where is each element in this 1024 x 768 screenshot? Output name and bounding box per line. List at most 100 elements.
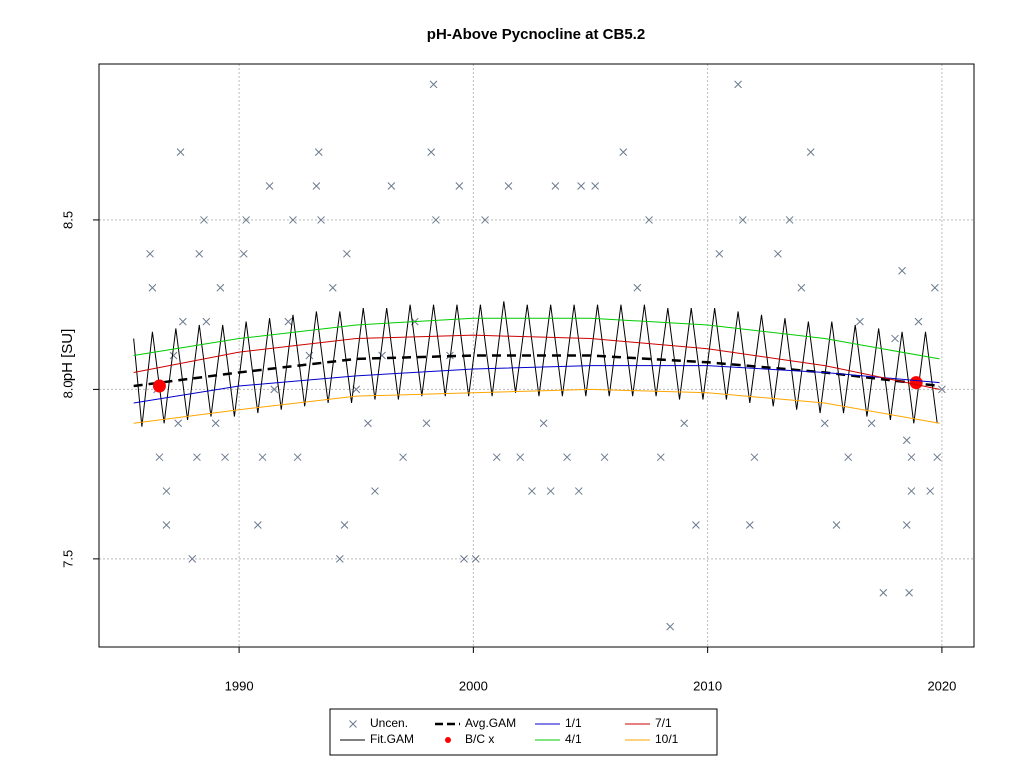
bc-point (152, 379, 166, 393)
x-tick-label: 2020 (927, 678, 956, 693)
point (785, 216, 794, 224)
point (528, 487, 536, 495)
point (188, 555, 197, 563)
point (539, 419, 548, 428)
point (427, 148, 436, 156)
legend-label: 1/1 (565, 716, 582, 730)
legend-item: Fit.GAM (340, 732, 414, 746)
point (504, 182, 513, 190)
legend-item: Uncen. (349, 716, 408, 730)
point (806, 148, 815, 156)
y-axis-label: pH [SU] (59, 329, 76, 382)
point (387, 182, 396, 190)
point (284, 317, 293, 326)
point (148, 283, 157, 292)
point (335, 555, 344, 563)
point (265, 182, 274, 190)
legend-label: B/C x (465, 732, 494, 746)
plot-frame (98, 63, 975, 648)
x-tick-label: 2000 (459, 678, 488, 693)
point (193, 453, 201, 462)
point (253, 521, 262, 529)
point (216, 283, 225, 292)
y-tick-label: 7.5 (60, 550, 75, 568)
point (907, 453, 916, 462)
point (715, 249, 724, 258)
point (867, 419, 876, 428)
legend-item: 1/1 (535, 716, 582, 730)
line (133, 388, 940, 424)
point (146, 249, 154, 258)
point (155, 453, 164, 462)
point (619, 148, 628, 156)
point (340, 521, 349, 529)
point (289, 216, 297, 224)
point (600, 453, 609, 462)
point (907, 487, 916, 495)
point (666, 622, 675, 631)
point (258, 453, 267, 462)
point (371, 487, 379, 495)
point (471, 555, 480, 563)
legend-label: Uncen. (370, 716, 408, 730)
point (174, 419, 183, 428)
point (516, 453, 525, 462)
point (797, 283, 806, 292)
point (856, 317, 864, 326)
point (202, 317, 211, 326)
point (891, 334, 899, 343)
legend-item: 10/1 (625, 732, 679, 746)
legend-symbol (349, 720, 357, 728)
point (364, 419, 372, 428)
point (162, 487, 171, 495)
legend-label: Fit.GAM (370, 732, 414, 746)
point (563, 453, 571, 462)
point (270, 385, 279, 394)
point (455, 182, 464, 190)
point (692, 521, 700, 529)
point (242, 216, 250, 224)
point (774, 249, 782, 258)
point (176, 148, 185, 156)
point (820, 419, 829, 428)
point (902, 521, 911, 529)
point (221, 453, 229, 462)
point (633, 283, 642, 292)
point (460, 555, 468, 563)
point (938, 385, 946, 394)
point (169, 351, 178, 360)
point (239, 249, 248, 258)
legend-label: 10/1 (655, 732, 679, 746)
line (133, 334, 940, 390)
y-tick-label: 8.5 (60, 211, 75, 229)
x-tick-label: 1990 (225, 678, 254, 693)
point (293, 453, 302, 462)
point (328, 283, 337, 292)
bc-point (909, 376, 923, 390)
legend-item: 7/1 (625, 716, 672, 730)
point (343, 249, 351, 258)
point (645, 216, 653, 224)
point (492, 453, 501, 462)
point (195, 249, 204, 258)
point (680, 419, 689, 428)
point (200, 216, 208, 224)
line (133, 354, 940, 388)
point (745, 521, 754, 529)
line (133, 301, 938, 427)
point (591, 182, 600, 190)
legend-item: Avg.GAM (435, 716, 516, 730)
line (133, 317, 940, 360)
point (422, 419, 431, 428)
point (926, 487, 935, 495)
legend-item: B/C x (445, 732, 494, 746)
point (305, 351, 314, 360)
point (432, 216, 440, 224)
y-tick-label: 8.0 (60, 380, 75, 398)
point (162, 521, 171, 529)
point (179, 317, 187, 326)
point (577, 182, 585, 190)
point (933, 453, 942, 462)
point (905, 588, 913, 597)
